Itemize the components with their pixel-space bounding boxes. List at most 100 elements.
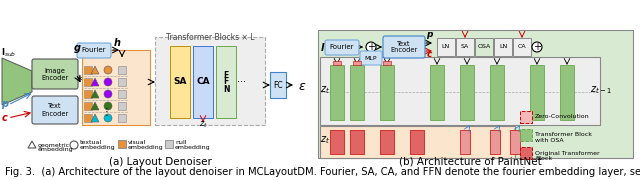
FancyBboxPatch shape [118,102,126,110]
FancyBboxPatch shape [118,114,126,122]
FancyBboxPatch shape [84,90,92,98]
FancyBboxPatch shape [490,65,504,120]
Text: $\varepsilon$: $\varepsilon$ [298,80,307,93]
Polygon shape [91,66,99,74]
FancyBboxPatch shape [475,38,493,56]
FancyBboxPatch shape [353,61,361,65]
FancyBboxPatch shape [84,78,92,86]
FancyBboxPatch shape [193,46,213,118]
Text: OSA: OSA [477,44,491,50]
FancyBboxPatch shape [320,57,600,125]
Text: Fig. 3.  (a) Architecture of the layout denoiser in MCLayoutDM. Fourier, SA, CA,: Fig. 3. (a) Architecture of the layout d… [5,167,640,177]
FancyBboxPatch shape [560,65,574,120]
Text: embedding: embedding [175,145,211,150]
FancyBboxPatch shape [494,38,512,56]
Text: $\boldsymbol{c}$: $\boldsymbol{c}$ [426,50,433,59]
FancyBboxPatch shape [510,130,520,154]
Text: ⋮: ⋮ [101,107,111,117]
FancyBboxPatch shape [118,90,126,98]
Text: N: N [223,84,229,93]
Text: visual: visual [128,141,147,145]
FancyBboxPatch shape [84,114,92,122]
FancyBboxPatch shape [410,130,424,154]
FancyBboxPatch shape [216,46,236,118]
Circle shape [104,66,112,74]
Text: $\boldsymbol{p}$: $\boldsymbol{p}$ [426,30,434,41]
FancyBboxPatch shape [270,72,286,98]
Text: $z_t$: $z_t$ [320,134,330,146]
Text: $\boldsymbol{p}$: $\boldsymbol{p}$ [1,99,10,111]
Text: embedding: embedding [128,145,164,150]
Text: LN: LN [442,44,450,50]
FancyBboxPatch shape [350,130,364,154]
Text: $\mathbf{I}_{sub}$: $\mathbf{I}_{sub}$ [1,47,17,59]
FancyBboxPatch shape [155,37,265,125]
Circle shape [104,114,112,122]
Text: textual: textual [80,141,102,145]
Text: SA: SA [461,44,469,50]
Text: Block: Block [535,156,552,161]
FancyBboxPatch shape [330,130,344,154]
FancyBboxPatch shape [318,30,633,158]
FancyBboxPatch shape [77,43,111,58]
Text: Transformer Block: Transformer Block [535,132,592,138]
Polygon shape [91,102,99,110]
FancyBboxPatch shape [520,147,532,159]
Text: embedding: embedding [80,145,116,150]
Text: +: + [533,42,541,52]
Text: F: F [223,78,228,87]
FancyBboxPatch shape [530,65,544,120]
FancyBboxPatch shape [383,36,425,58]
FancyBboxPatch shape [520,111,532,123]
FancyBboxPatch shape [380,65,394,120]
Text: $\boldsymbol{h}$: $\boldsymbol{h}$ [113,36,122,48]
FancyBboxPatch shape [513,38,531,56]
Text: embedding: embedding [38,147,74,152]
FancyBboxPatch shape [383,61,391,65]
Polygon shape [91,90,99,98]
FancyBboxPatch shape [82,50,150,125]
Text: Fourier: Fourier [330,44,355,50]
FancyBboxPatch shape [460,65,474,120]
FancyBboxPatch shape [118,78,126,86]
Text: $\boldsymbol{c}$: $\boldsymbol{c}$ [1,113,9,123]
Text: CA: CA [196,78,210,87]
Circle shape [104,78,112,86]
FancyBboxPatch shape [32,96,78,124]
Text: FC: FC [273,80,283,89]
FancyBboxPatch shape [520,129,532,141]
Text: Zero-Convolution: Zero-Convolution [535,114,589,120]
Text: with OSA: with OSA [535,138,564,143]
FancyBboxPatch shape [460,130,470,154]
Text: $\boldsymbol{g}$: $\boldsymbol{g}$ [73,43,82,55]
FancyBboxPatch shape [490,130,500,154]
Text: LN: LN [499,44,507,50]
FancyBboxPatch shape [380,130,394,154]
FancyBboxPatch shape [170,46,190,118]
Text: SA: SA [173,78,187,87]
FancyBboxPatch shape [456,38,474,56]
Circle shape [104,102,112,110]
Circle shape [366,42,376,52]
Text: +: + [367,42,375,52]
Text: $z_t$: $z_t$ [320,84,330,96]
FancyBboxPatch shape [118,66,126,74]
Text: geometric: geometric [38,143,70,147]
Text: Original Transformer: Original Transformer [535,150,600,156]
FancyBboxPatch shape [165,140,173,148]
Text: Text
Encoder: Text Encoder [42,103,68,116]
FancyBboxPatch shape [360,51,382,65]
Circle shape [532,42,542,52]
Text: Fourier: Fourier [82,47,106,53]
Circle shape [104,90,112,98]
Text: Text
Encoder: Text Encoder [390,40,418,53]
FancyBboxPatch shape [118,140,126,148]
Polygon shape [2,58,32,105]
Text: (b) Architecture of PaintNet: (b) Architecture of PaintNet [399,157,541,167]
Text: MLP: MLP [365,55,377,60]
Text: CA: CA [518,44,526,50]
FancyBboxPatch shape [84,66,92,74]
FancyBboxPatch shape [430,65,444,120]
Text: Image
Encoder: Image Encoder [42,68,68,80]
Text: (a) Layout Denoiser: (a) Layout Denoiser [109,157,211,167]
